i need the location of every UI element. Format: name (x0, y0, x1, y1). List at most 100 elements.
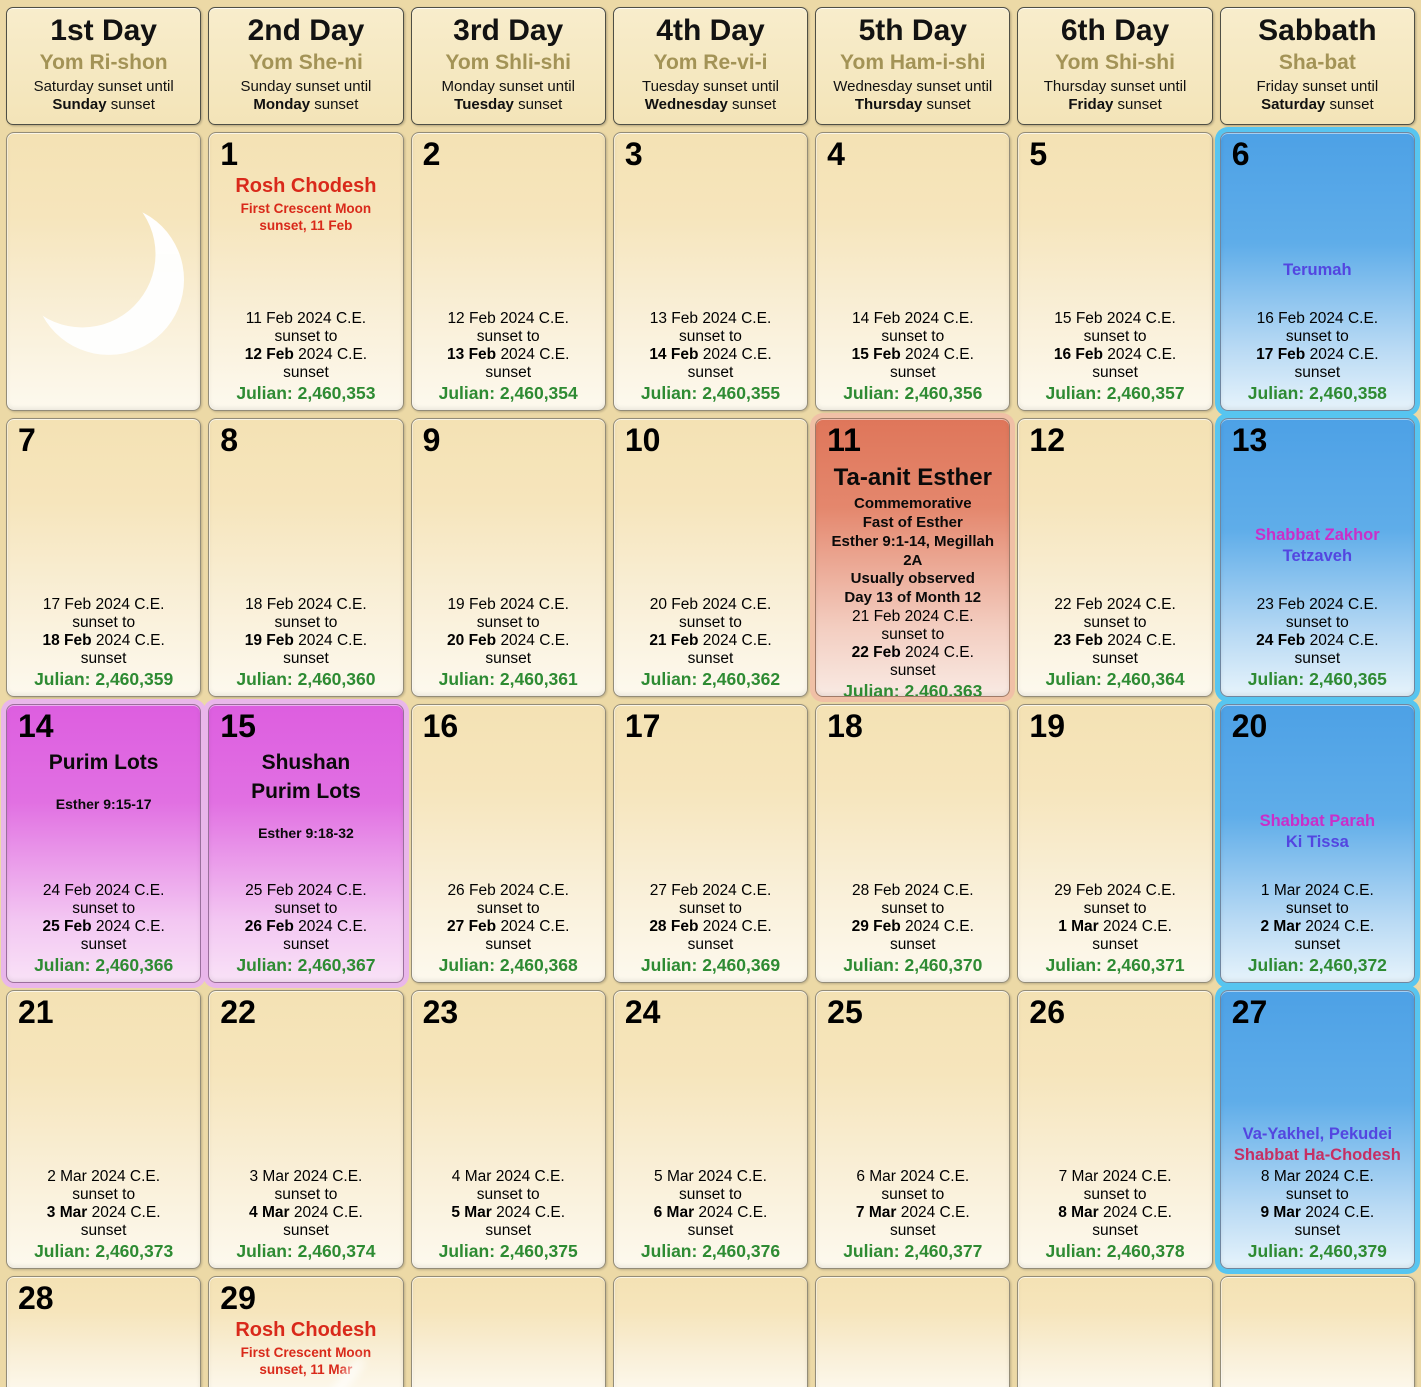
julian-number-line: Julian: 2,460,368 (416, 955, 601, 978)
julian-number-line: Julian: 2,460,355 (618, 383, 803, 406)
parsha-block: Shabbat Zakhor Tetzaveh (1225, 525, 1410, 567)
span-until-label: sunset until (295, 77, 372, 95)
event-block: Shushan Purim Lots Esther 9:18-32 (213, 746, 398, 843)
date-range: 14 Feb 2024 C.E. sunset to 15 Feb 2024 C.E… (820, 310, 1005, 383)
date-start-line: 17 Feb 2024 C.E. (11, 596, 196, 614)
date-year: 2024 C.E. (1107, 345, 1177, 363)
date-start: 7 Mar (1058, 1167, 1099, 1185)
weekday-span-text: Sunday sunset until Monday sunset (209, 78, 402, 116)
event-subtitle-line: First Crescent Moon (240, 1344, 372, 1360)
julian-number: 2,460,376 (702, 1241, 781, 1261)
date-year: 2024 C.E. (1309, 595, 1379, 613)
weekday-hebrew-name: Yom Re-vi-i (653, 50, 768, 74)
date-year: 2024 C.E. (298, 631, 368, 649)
date-end: 17 Feb (1256, 345, 1306, 363)
day-number: 29 (220, 1280, 256, 1316)
julian-prefix: Julian: (1247, 669, 1305, 689)
weekday-hebrew-name: Yom She-ni (248, 50, 363, 74)
weekday-span-line2: Monday sunset (209, 96, 402, 115)
date-start-line: 3 Mar 2024 C.E. (213, 1168, 398, 1186)
date-end-line: 16 Feb 2024 C.E. (1022, 346, 1207, 364)
date-start-line: 7 Mar 2024 C.E. (1022, 1168, 1207, 1186)
empty-cell (1219, 1276, 1415, 1387)
day-number: 9 (422, 422, 441, 458)
date-year: 2024 C.E. (91, 1167, 161, 1185)
sunset-to-label: sunset to (679, 899, 742, 917)
julian-prefix: Julian: (1045, 669, 1102, 689)
date-range: 13 Feb 2024 C.E. sunset to 14 Feb 2024 C.E… (618, 310, 803, 383)
date-end: 23 Feb (1053, 631, 1103, 649)
sunset-label: sunset (283, 363, 329, 381)
day-number: 4 (827, 136, 845, 172)
sunset-label: sunset (687, 1221, 734, 1239)
sunset-to-label: sunset to (72, 1185, 136, 1203)
span-sunset-label: sunset (110, 96, 155, 114)
date-start-line: 23 Feb 2024 C.E. (1225, 596, 1410, 614)
date-start: 24 Feb (42, 881, 92, 899)
cell-spacer (1022, 458, 1207, 596)
day-number: 6 (1231, 136, 1250, 172)
event-subtitle: Esther 9:15-17 (11, 795, 196, 813)
weekday-header-7: Sabbath Sha-bat Friday sunset until Saturda… (1219, 7, 1415, 125)
day-number: 1 (220, 136, 239, 172)
date-year: 2024 C.E. (500, 917, 570, 935)
parsha-block: Terumah (1225, 260, 1410, 281)
date-end-line: 15 Feb 2024 C.E. (820, 346, 1005, 364)
date-range: 28 Feb 2024 C.E. sunset to 29 Feb 2024 C.E… (820, 882, 1005, 955)
day-cell-16: 16 26 Feb 2024 C.E. sunset to 27 Feb 2024 C… (410, 704, 606, 983)
date-year: 2024 C.E. (1304, 881, 1374, 899)
day-number: 12 (1029, 422, 1066, 458)
date-end: 13 Feb (447, 345, 497, 363)
parsha-name: Va-Yakhel, Pekudei (1242, 1125, 1393, 1144)
date-end: 9 Mar (1260, 1203, 1301, 1221)
span-until-label: sunset until (703, 77, 780, 95)
julian-prefix: Julian: (640, 955, 698, 975)
day-number: 8 (220, 422, 239, 458)
date-year: 2024 C.E. (702, 917, 772, 935)
cell-spacer (1022, 172, 1207, 310)
day-cell-13: 13 Shabbat Zakhor Tetzaveh 23 Feb 2024 C.E.… (1219, 418, 1415, 697)
sunset-label: sunset (889, 363, 936, 381)
cell-spacer (820, 1030, 1005, 1168)
sunset-to-label: sunset to (679, 613, 742, 631)
date-year: 2024 C.E. (904, 881, 974, 899)
event-title: Purim Lots (251, 779, 361, 803)
date-start: 14 Feb (852, 309, 901, 327)
julian-number-line: Julian: 2,460,363 (820, 681, 1005, 697)
date-end: 5 Mar (451, 1203, 492, 1221)
event-title: Ta-anit Esther (833, 463, 992, 491)
day-number: 24 (624, 994, 661, 1030)
parsha-name: Shabbat Ha-Chodesh (1233, 1146, 1401, 1165)
julian-prefix: Julian: (1247, 955, 1305, 975)
date-end-line: 18 Feb 2024 C.E. (11, 632, 196, 650)
julian-prefix: Julian: (438, 955, 496, 975)
date-range: 26 Feb 2024 C.E. sunset to 27 Feb 2024 C.E… (416, 882, 601, 955)
day-number: 19 (1029, 708, 1066, 744)
date-start: 26 Feb (447, 881, 496, 899)
day-number: 28 (18, 1280, 54, 1316)
span-to-day: Thursday (854, 96, 923, 114)
sunset-label: sunset (889, 662, 936, 680)
span-to-day: Friday (1068, 96, 1114, 114)
julian-number: 2,460,366 (95, 955, 174, 975)
span-until-label: sunset until (499, 77, 575, 95)
cell-spacer (416, 1030, 601, 1168)
sunset-label: sunset (485, 935, 532, 953)
span-until-label: sunset until (916, 77, 993, 95)
date-start: 1 Mar (1260, 881, 1301, 899)
day-number: 16 (422, 708, 459, 744)
day-cell-10: 10 20 Feb 2024 C.E. sunset to 21 Feb 2024 C… (612, 418, 809, 697)
date-end: 15 Feb (851, 345, 901, 363)
cell-spacer (1225, 458, 1410, 526)
julian-prefix: Julian: (640, 669, 698, 689)
date-year: 2024 C.E. (1103, 917, 1172, 935)
date-year: 2024 C.E. (1106, 595, 1176, 613)
weekday-span-line2: Tuesday sunset (412, 96, 605, 115)
julian-number: 2,460,375 (499, 1241, 578, 1261)
parsha-name: Shabbat Zakhor (1255, 526, 1380, 545)
day-cell-2: 2 12 Feb 2024 C.E. sunset to 13 Feb 2024 C.… (410, 132, 606, 411)
weekday-header-3: 3rd Day Yom Shli-shi Monday sunset until Tu… (410, 7, 606, 125)
day-cell-7: 7 17 Feb 2024 C.E. sunset to 18 Feb 2024 C.… (6, 418, 202, 697)
julian-prefix: Julian: (843, 681, 900, 697)
day-cell-15: 15 Shushan Purim Lots Esther 9:18-32 25 Feb … (208, 704, 404, 983)
